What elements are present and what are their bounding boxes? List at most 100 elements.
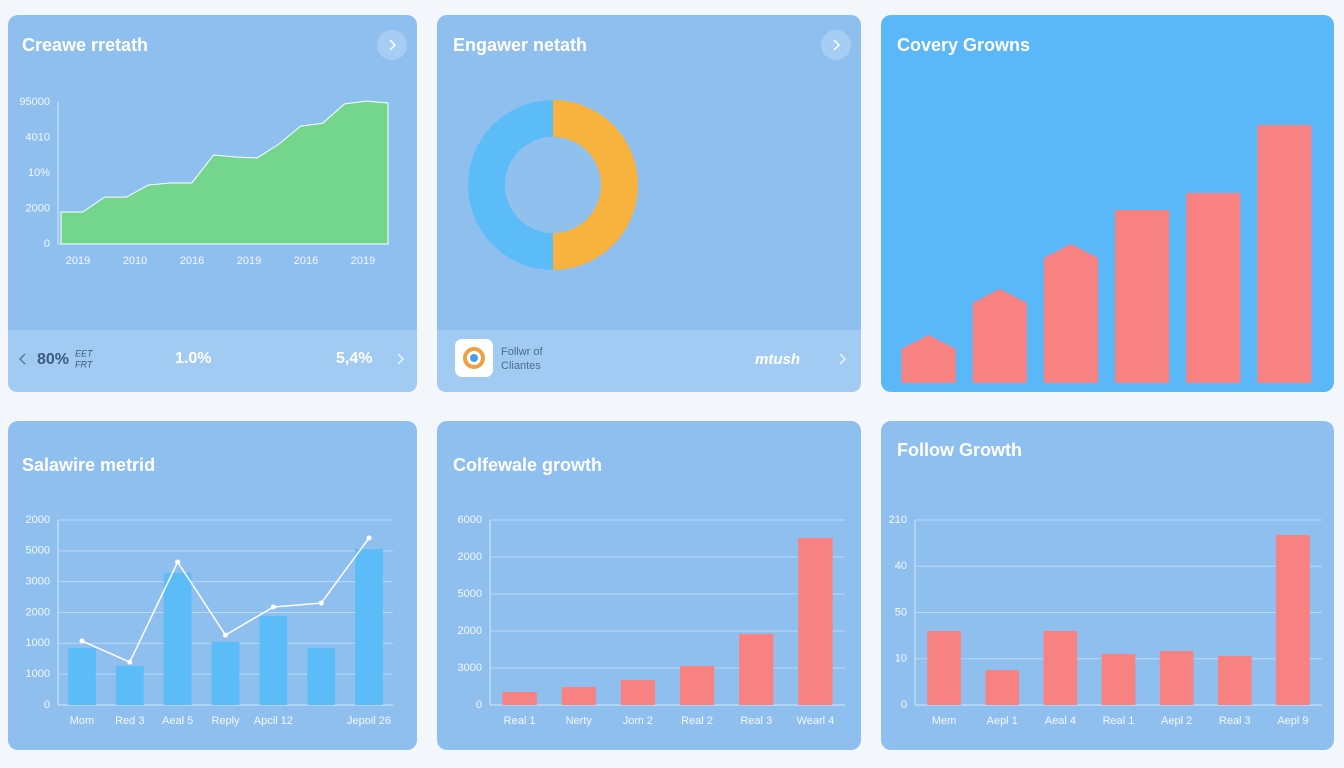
area [60,100,389,245]
y-tick-label: 0 [44,699,50,711]
bar [163,572,192,705]
y-tick-label: 2000 [458,625,482,637]
y-tick-label: 0 [901,699,907,711]
point [318,600,324,606]
y-tick-label: 3000 [458,662,482,674]
x-tick-label: Jepoil 26 [347,715,391,727]
footer-value: 1.0% [175,350,211,367]
nav-button[interactable] [821,30,851,60]
x-tick-label: Aepl 9 [1277,715,1308,727]
y-tick-label: 50 [895,606,907,618]
bar [1159,650,1194,705]
bar [307,648,336,705]
y-tick-label: 5000 [458,588,482,600]
x-tick-label: 2019 [351,255,375,267]
bar [679,665,715,705]
x-tick-label: Aeal 5 [162,715,193,727]
point [223,632,228,638]
footer-text: Follwr of [501,346,544,358]
bar [972,289,1027,383]
bar [115,665,144,705]
footer-text: FRT [75,359,94,369]
bar [927,631,961,705]
x-tick-label: 2016 [294,255,318,267]
bar [1276,534,1310,705]
x-tick-label: 2019 [237,255,261,267]
y-tick-label: 40 [895,560,907,572]
bar [259,616,288,705]
x-tick-label: Jom 2 [623,715,653,727]
card-title: Engawer netath [453,35,587,55]
y-tick-label: 210 [889,514,907,526]
card-footer [8,330,417,392]
x-tick-label: Mom [70,715,94,727]
donut-slice [553,100,638,270]
point [175,559,181,565]
x-tick-label: Aepl 1 [987,715,1018,727]
x-tick-label: Reply [211,715,240,727]
footer-value: 80% [37,351,69,368]
bar [739,633,774,705]
donut-slice [468,100,553,270]
y-tick-label: 6000 [458,514,482,526]
y-tick-label: 4010 [26,131,50,143]
y-tick-label: 1000 [26,637,50,649]
card-title: Follow Growth [897,440,1022,460]
bar [798,537,833,705]
bar [561,687,596,705]
bar [901,335,956,383]
point [270,604,276,610]
footer-text: Cliantes [501,360,541,372]
card-title: Salawire metrid [22,455,155,475]
bar [211,641,240,705]
bar [1043,244,1098,383]
chevron [18,353,26,365]
footer-value: 5,4% [336,350,372,367]
nav-button[interactable] [377,30,407,60]
x-tick-label: Aeal 4 [1045,715,1076,727]
y-tick-label: 95000 [19,96,50,108]
y-tick-label: 1000 [26,668,50,680]
card-title: Creawe rretath [22,35,148,55]
chevron [833,39,841,51]
chevron [389,39,397,51]
donut-hole [505,137,601,233]
y-tick-label: 0 [44,238,50,250]
x-tick-label: Real 1 [504,715,536,727]
point [127,659,133,665]
bar [68,648,96,705]
bar [1186,193,1241,383]
bar [1043,631,1078,705]
x-tick-label: Mem [932,715,956,727]
footer-text: EET [75,348,94,358]
x-tick-label: 2019 [66,255,90,267]
chevron [839,353,847,365]
bar [1101,653,1136,705]
chevron [397,353,405,365]
card-footer [437,330,861,392]
y-tick-label: 2000 [26,514,50,526]
x-tick-label: Real 3 [740,715,772,727]
x-tick-label: Red 3 [115,715,144,727]
x-tick-label: Real 1 [1103,715,1135,727]
x-tick-label: Apcil 12 [254,715,293,727]
x-tick-label: Real 3 [1219,715,1251,727]
x-tick-label: Nerty [566,715,593,727]
x-tick-label: Aepl 2 [1161,715,1192,727]
app-icon-ring [463,347,485,369]
footer-text: mtush [755,351,800,368]
x-tick-label: 2010 [123,255,147,267]
app-icon-dot [470,354,478,362]
point [79,638,85,644]
bar [620,680,656,705]
x-tick-label: 2016 [180,255,204,267]
y-tick-label: 2000 [26,202,50,214]
x-tick-label: Real 2 [681,715,713,727]
y-tick-label: 5000 [26,545,50,557]
x-tick-label: Wearl 4 [797,715,835,727]
bar [1115,210,1170,383]
y-tick-label: 2000 [458,551,482,563]
y-tick-label: 10 [895,653,907,665]
bar [502,692,537,705]
